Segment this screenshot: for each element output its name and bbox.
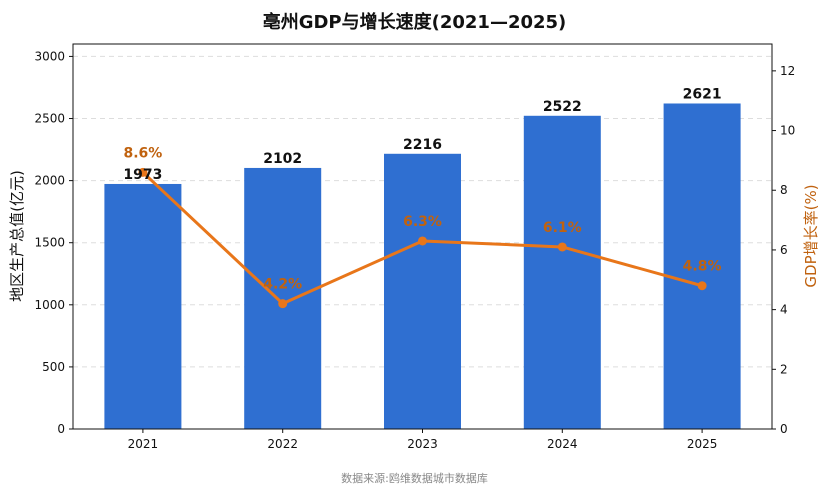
right-tick-label: 2: [780, 362, 788, 376]
left-tick-label: 2500: [34, 112, 65, 126]
bar-value-label: 2216: [403, 137, 442, 153]
growth-value-label: 6.3%: [403, 214, 442, 230]
right-tick-label: 10: [780, 124, 795, 138]
bar: [523, 115, 601, 429]
right-tick-label: 12: [780, 64, 795, 78]
chart-title: 亳州GDP与增长速度(2021—2025): [262, 12, 567, 33]
left-axis-title: 地区生产总值(亿元): [8, 170, 26, 302]
left-tick-label: 500: [42, 360, 65, 374]
left-tick-label: 1000: [34, 298, 65, 312]
source-note: 数据来源:鸥维数据城市数据库: [341, 472, 488, 485]
bar: [663, 103, 741, 429]
x-tick-label: 2021: [128, 437, 159, 451]
bar: [104, 183, 182, 429]
left-tick-label: 0: [57, 422, 65, 436]
growth-value-label: 6.1%: [543, 220, 582, 236]
bar-layer: [104, 103, 741, 429]
left-tick-label: 2000: [34, 174, 65, 188]
bar: [244, 167, 322, 429]
right-tick-label: 0: [780, 422, 788, 436]
growth-value-label: 4.2%: [263, 277, 302, 293]
growth-value-label: 8.6%: [123, 145, 162, 161]
x-tick-label: 2022: [267, 437, 298, 451]
growth-point: [697, 281, 707, 291]
right-axis-title: GDP增长率(%): [802, 184, 820, 287]
line-layer: [138, 167, 707, 309]
bar-value-label: 2621: [683, 86, 722, 102]
growth-point: [557, 242, 567, 252]
left-tick-label: 3000: [34, 49, 65, 63]
bar-value-label: 1973: [123, 167, 162, 183]
label-layer: 1973 2102 2216 2522 2621 8.6% 4.2% 6.3% 6.1% 4.8%: [123, 86, 721, 292]
bar: [384, 153, 461, 429]
growth-point: [278, 299, 288, 309]
right-tick-label: 4: [780, 303, 788, 317]
bar-value-label: 2102: [263, 151, 302, 167]
x-tick-label: 2024: [547, 437, 578, 451]
x-tick-label: 2025: [687, 437, 718, 451]
x-tick-label: 2023: [407, 437, 438, 451]
growth-point: [138, 167, 148, 177]
right-tick-label: 6: [780, 243, 788, 257]
growth-point: [418, 236, 427, 246]
left-tick-label: 1500: [34, 236, 65, 250]
right-tick-label: 8: [780, 183, 788, 197]
bar-value-label: 2522: [543, 99, 582, 115]
axis-layer: 0 500 1000 1500 2000 2500 3000 0 2 4 6 8 10 12 2021 202…: [34, 43, 795, 451]
growth-value-label: 4.8%: [683, 259, 722, 275]
